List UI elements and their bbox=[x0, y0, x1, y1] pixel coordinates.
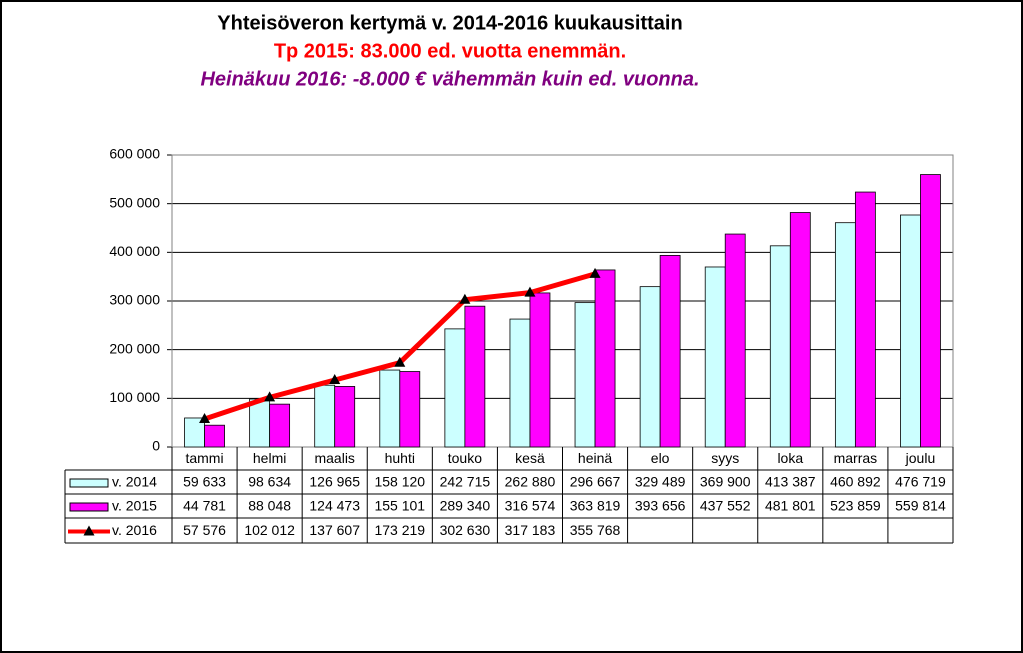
y-tick-label: 400 000 bbox=[109, 243, 160, 259]
legend-key bbox=[69, 502, 109, 512]
marker bbox=[394, 356, 406, 367]
table-value: 57 576 bbox=[183, 522, 226, 538]
table-value: 437 552 bbox=[700, 498, 751, 514]
table-value: 242 715 bbox=[440, 474, 491, 490]
bar bbox=[659, 255, 681, 448]
bar bbox=[314, 384, 336, 448]
bar bbox=[574, 302, 596, 448]
table-value: 369 900 bbox=[700, 474, 751, 490]
table-value: 317 183 bbox=[505, 522, 556, 538]
chart-title: Yhteisöveron kertymä v. 2014-2016 kuukau… bbox=[217, 12, 682, 34]
x-tick-label: helmi bbox=[253, 450, 286, 466]
table-value: 158 120 bbox=[374, 474, 425, 490]
bar bbox=[464, 305, 486, 448]
bar bbox=[529, 292, 551, 448]
bar bbox=[724, 233, 746, 448]
table-value: 363 819 bbox=[570, 498, 621, 514]
legend-label: v. 2014 bbox=[112, 474, 157, 490]
marker bbox=[264, 391, 276, 402]
bar bbox=[704, 266, 726, 448]
annotation: Heinäkuu 2016: -8.000 € vähemmän kuin ed… bbox=[200, 68, 699, 90]
table-value: 559 814 bbox=[895, 498, 946, 514]
marker bbox=[524, 286, 536, 297]
table-value: 98 634 bbox=[248, 474, 291, 490]
bar bbox=[834, 222, 856, 448]
bar bbox=[249, 398, 271, 448]
table-value: 355 768 bbox=[570, 522, 621, 538]
table-value: 88 048 bbox=[248, 498, 291, 514]
legend-label: v. 2015 bbox=[112, 498, 157, 514]
x-tick-label: syys bbox=[711, 450, 739, 466]
table-value: 124 473 bbox=[309, 498, 360, 514]
table-value: 476 719 bbox=[895, 474, 946, 490]
bar bbox=[399, 371, 421, 448]
legend-key bbox=[83, 525, 95, 536]
table-value: 393 656 bbox=[635, 498, 686, 514]
marker bbox=[459, 293, 471, 304]
bar bbox=[509, 318, 531, 448]
chart-subtitle: Tp 2015: 83.000 ed. vuotta enemmän. bbox=[274, 40, 626, 62]
table-value: 329 489 bbox=[635, 474, 686, 490]
table-value: 44 781 bbox=[183, 498, 226, 514]
marker bbox=[199, 412, 211, 423]
bar bbox=[594, 269, 616, 448]
x-tick-label: joulu bbox=[905, 450, 936, 466]
y-tick-label: 500 000 bbox=[109, 194, 160, 210]
bar bbox=[269, 403, 291, 448]
y-tick-label: 200 000 bbox=[109, 340, 160, 356]
bar bbox=[379, 369, 401, 448]
table-value: 413 387 bbox=[765, 474, 816, 490]
table-value: 296 667 bbox=[570, 474, 621, 490]
x-tick-label: kesä bbox=[515, 450, 545, 466]
table-value: 155 101 bbox=[374, 498, 425, 514]
x-tick-label: marras bbox=[834, 450, 878, 466]
x-tick-label: loka bbox=[777, 450, 803, 466]
table-value: 126 965 bbox=[309, 474, 360, 490]
x-tick-label: elo bbox=[651, 450, 670, 466]
table-value: 523 859 bbox=[830, 498, 881, 514]
table-value: 137 607 bbox=[309, 522, 360, 538]
x-tick-label: touko bbox=[448, 450, 482, 466]
x-tick-label: tammi bbox=[185, 450, 223, 466]
table-value: 59 633 bbox=[183, 474, 226, 490]
table-value: 262 880 bbox=[505, 474, 556, 490]
bar bbox=[900, 214, 921, 448]
bar bbox=[639, 286, 661, 448]
table-value: 102 012 bbox=[244, 522, 295, 538]
y-tick-label: 0 bbox=[152, 438, 160, 454]
legend-key bbox=[69, 478, 109, 488]
y-tick-label: 300 000 bbox=[109, 292, 160, 308]
bar bbox=[920, 174, 941, 448]
y-tick-label: 600 000 bbox=[109, 146, 160, 162]
y-tick-label: 100 000 bbox=[109, 389, 160, 405]
x-tick-label: huhti bbox=[385, 450, 415, 466]
table-value: 173 219 bbox=[374, 522, 425, 538]
table-value: 316 574 bbox=[505, 498, 556, 514]
marker bbox=[589, 267, 601, 278]
table-value: 302 630 bbox=[440, 522, 491, 538]
bar bbox=[789, 212, 811, 448]
table-value: 481 801 bbox=[765, 498, 816, 514]
bar bbox=[854, 191, 876, 448]
bar bbox=[444, 328, 466, 448]
bar bbox=[769, 245, 791, 448]
table-value: 460 892 bbox=[830, 474, 881, 490]
x-tick-label: heinä bbox=[578, 450, 612, 466]
x-tick-label: maalis bbox=[314, 450, 354, 466]
bar bbox=[334, 386, 356, 448]
marker bbox=[329, 374, 341, 385]
legend-label: v. 2016 bbox=[112, 522, 157, 538]
table-value: 289 340 bbox=[440, 498, 491, 514]
bar bbox=[204, 424, 225, 448]
